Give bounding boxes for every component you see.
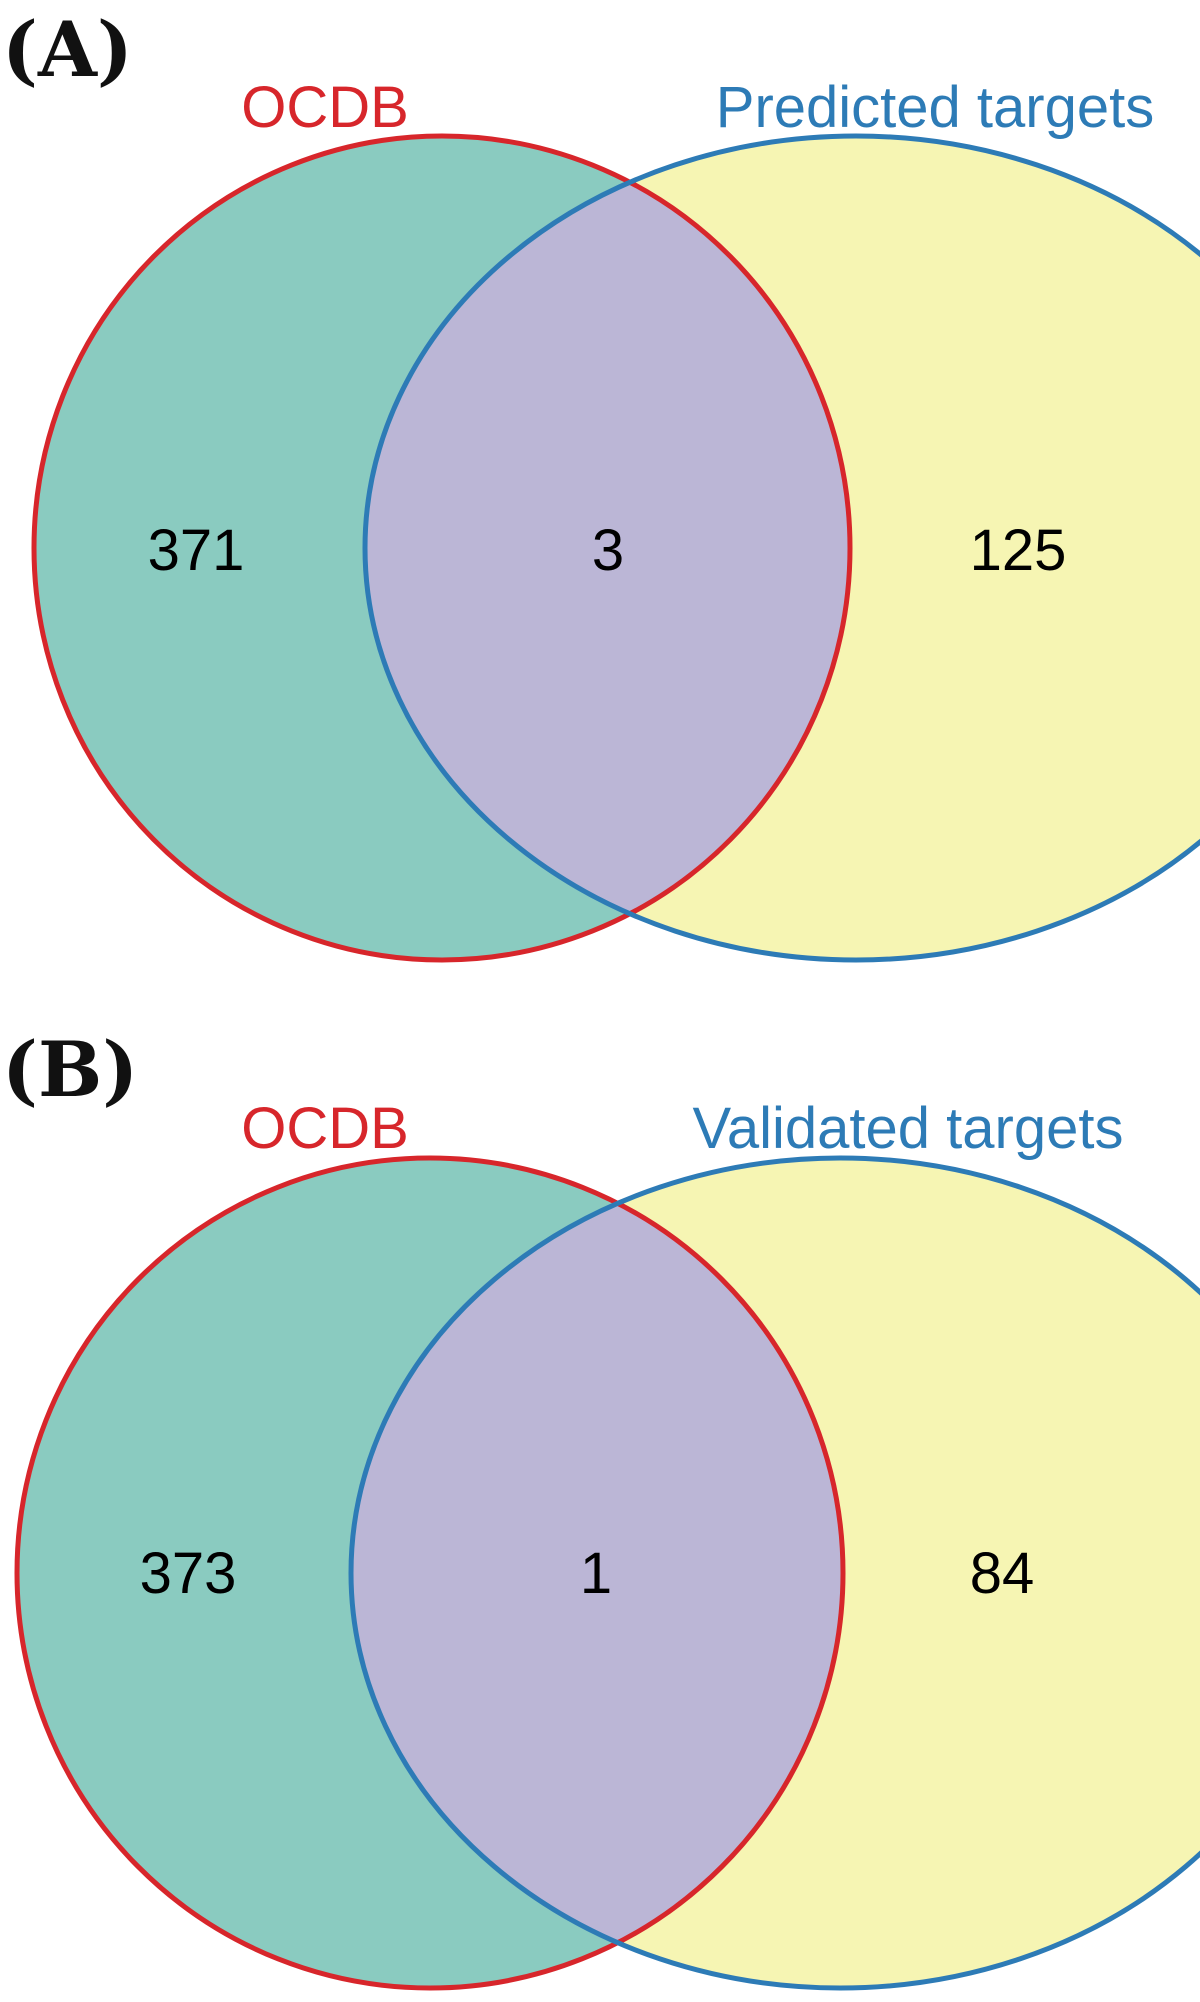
overlap-count: 3 — [592, 518, 624, 583]
venn-panel-a: (A) OCDB Predicted targets 371 3 125 — [2, 5, 1200, 963]
overlap-region — [365, 136, 850, 960]
right-only-count: 84 — [970, 1541, 1035, 1606]
left-only-count: 373 — [140, 1541, 237, 1606]
right-set-name: Validated targets — [693, 1096, 1124, 1161]
right-set-outline — [362, 133, 1200, 963]
panel-label-b: (B) — [2, 1025, 138, 1114]
right-set-name: Predicted targets — [716, 75, 1154, 140]
left-only-count: 371 — [148, 518, 245, 583]
left-set-name: OCDB — [241, 75, 409, 140]
left-set-name: OCDB — [241, 1096, 409, 1161]
overlap-region — [351, 1158, 843, 1988]
right-only-count: 125 — [970, 518, 1067, 583]
right-set-outline — [348, 1155, 1200, 1991]
venn-panel-b: (B) OCDB Validated targets 373 1 84 — [2, 1025, 1200, 1991]
panel-label-a: (A) — [2, 5, 133, 94]
left-set-outline — [31, 133, 853, 963]
overlap-count: 1 — [580, 1541, 612, 1606]
left-set-outline — [14, 1155, 846, 1991]
